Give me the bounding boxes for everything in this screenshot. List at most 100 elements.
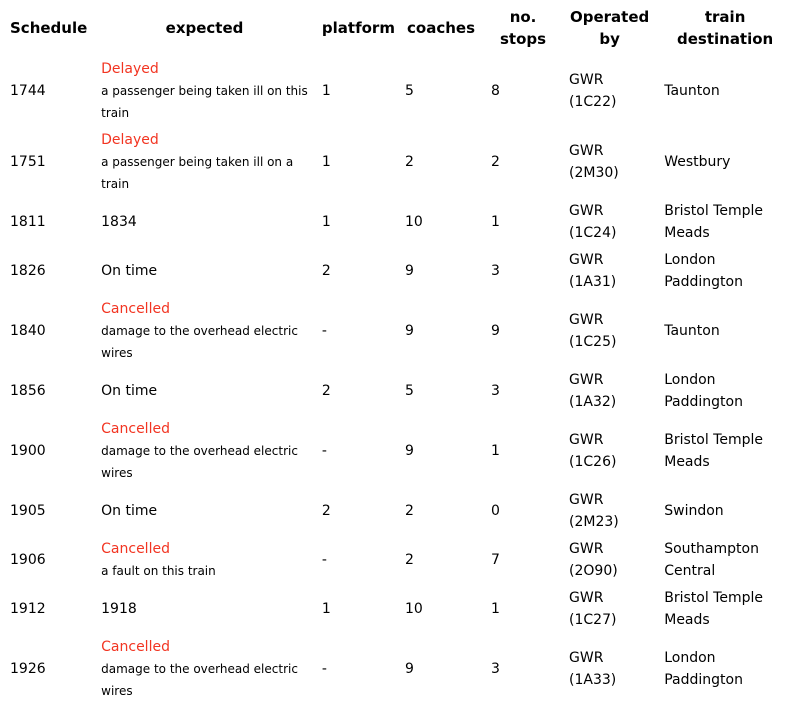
- col-header-stops: no. stops: [500, 8, 547, 48]
- table-row: 1900 Cancelled damage to the overhead el…: [10, 416, 800, 487]
- stops-cell: 3: [491, 661, 500, 677]
- destination-cell: London Paddington: [664, 372, 743, 410]
- destination-cell: Bristol Temple Meads: [664, 203, 763, 241]
- schedule-cell: 1926: [10, 661, 46, 677]
- expected-time: On time: [101, 503, 158, 519]
- operator-name: GWR: [569, 312, 604, 328]
- operator-code: (1C26): [569, 454, 617, 470]
- operator-name: GWR: [569, 492, 604, 508]
- col-header-destination: train destination: [676, 8, 774, 48]
- operator-cell: GWR (2M23): [569, 487, 664, 536]
- table-row: 1744 Delayed a passenger being taken ill…: [10, 56, 800, 127]
- col-header-schedule: Schedule: [10, 19, 88, 37]
- operator-cell: GWR (2O90): [569, 536, 664, 585]
- table-row: 1906 Cancelled a fault on this train - 2…: [10, 536, 800, 585]
- table-row: 1826 On time 2 9 3 GWR (1A31) London Pad…: [10, 247, 800, 296]
- table-row: 1811 1834 1 10 1 GWR (1C24) Bristol Temp…: [10, 198, 800, 247]
- coaches-cell: 10: [404, 214, 423, 230]
- platform-cell: -: [321, 323, 327, 339]
- operator-name: GWR: [569, 72, 604, 88]
- status-text: Cancelled: [101, 541, 170, 557]
- delay-reason: damage to the overhead electric wires: [101, 444, 298, 480]
- delay-reason: a passenger being taken ill on a train: [101, 155, 294, 191]
- platform-cell: 2: [321, 263, 331, 279]
- platform-cell: -: [321, 661, 327, 677]
- status-text: Cancelled: [101, 639, 170, 655]
- platform-cell: 1: [321, 83, 331, 99]
- operator-name: GWR: [569, 432, 604, 448]
- schedule-cell: 1751: [10, 154, 46, 170]
- stops-cell: 0: [491, 503, 500, 519]
- status-text: Delayed: [101, 61, 159, 77]
- delay-reason: a passenger being taken ill on this trai…: [101, 84, 308, 120]
- operator-name: GWR: [569, 541, 604, 557]
- col-header-coaches: coaches: [407, 19, 475, 37]
- platform-cell: 1: [321, 154, 331, 170]
- platform-cell: 1: [321, 214, 331, 230]
- stops-cell: 2: [491, 154, 500, 170]
- expected-cell: On time: [101, 487, 322, 536]
- destination-cell: Swindon: [664, 503, 724, 519]
- schedule-cell: 1744: [10, 83, 46, 99]
- expected-time: 1834: [101, 214, 137, 230]
- operator-cell: GWR (2M30): [569, 127, 664, 198]
- operator-code: (2M23): [569, 514, 619, 530]
- coaches-cell: 2: [404, 552, 414, 568]
- schedule-cell: 1900: [10, 443, 46, 459]
- expected-cell: Cancelled damage to the overhead electri…: [101, 634, 322, 705]
- expected-cell: 1918: [101, 585, 322, 634]
- platform-cell: 1: [321, 601, 331, 617]
- schedule-cell: 1811: [10, 214, 46, 230]
- coaches-cell: 5: [404, 383, 414, 399]
- stops-cell: 1: [491, 443, 500, 459]
- stops-cell: 7: [491, 552, 500, 568]
- expected-cell: Delayed a passenger being taken ill on a…: [101, 127, 322, 198]
- operator-cell: GWR (1A31): [569, 247, 664, 296]
- operator-name: GWR: [569, 590, 604, 606]
- stops-cell: 1: [491, 214, 500, 230]
- col-header-expected: expected: [165, 19, 244, 37]
- departures-table: Schedule expected platform coaches no. s…: [10, 0, 800, 705]
- operator-code: (1C25): [569, 334, 617, 350]
- operator-code: (1C27): [569, 612, 617, 628]
- stops-cell: 9: [491, 323, 500, 339]
- table-row: 1926 Cancelled damage to the overhead el…: [10, 634, 800, 705]
- expected-cell: On time: [101, 247, 322, 296]
- schedule-cell: 1905: [10, 503, 46, 519]
- coaches-cell: 9: [404, 443, 414, 459]
- schedule-cell: 1906: [10, 552, 46, 568]
- operator-name: GWR: [569, 372, 604, 388]
- table-row: 1751 Delayed a passenger being taken ill…: [10, 127, 800, 198]
- col-header-operator: Operated by: [570, 8, 650, 48]
- platform-cell: 2: [321, 383, 331, 399]
- coaches-cell: 10: [404, 601, 423, 617]
- platform-cell: -: [321, 552, 327, 568]
- stops-cell: 1: [491, 601, 500, 617]
- status-text: Cancelled: [101, 301, 170, 317]
- operator-code: (1A31): [569, 274, 617, 290]
- stops-cell: 3: [491, 383, 500, 399]
- col-header-platform: platform: [321, 19, 395, 37]
- expected-cell: Cancelled a fault on this train: [101, 536, 322, 585]
- operator-code: (2O90): [569, 563, 618, 579]
- operator-code: (1C22): [569, 94, 617, 110]
- operator-name: GWR: [569, 650, 604, 666]
- operator-cell: GWR (1C24): [569, 198, 664, 247]
- operator-cell: GWR (1C22): [569, 56, 664, 127]
- delay-reason: damage to the overhead electric wires: [101, 662, 298, 698]
- table-row: 1840 Cancelled damage to the overhead el…: [10, 296, 800, 367]
- destination-cell: Southampton Central: [664, 541, 759, 579]
- expected-cell: Cancelled damage to the overhead electri…: [101, 296, 322, 367]
- schedule-cell: 1912: [10, 601, 46, 617]
- operator-name: GWR: [569, 143, 604, 159]
- expected-time: On time: [101, 263, 158, 279]
- destination-cell: Bristol Temple Meads: [664, 590, 763, 628]
- coaches-cell: 2: [404, 503, 414, 519]
- schedule-cell: 1856: [10, 383, 46, 399]
- status-text: Cancelled: [101, 421, 170, 437]
- schedule-cell: 1826: [10, 263, 46, 279]
- coaches-cell: 9: [404, 263, 414, 279]
- operator-cell: GWR (1C26): [569, 416, 664, 487]
- schedule-cell: 1840: [10, 323, 46, 339]
- operator-cell: GWR (1C25): [569, 296, 664, 367]
